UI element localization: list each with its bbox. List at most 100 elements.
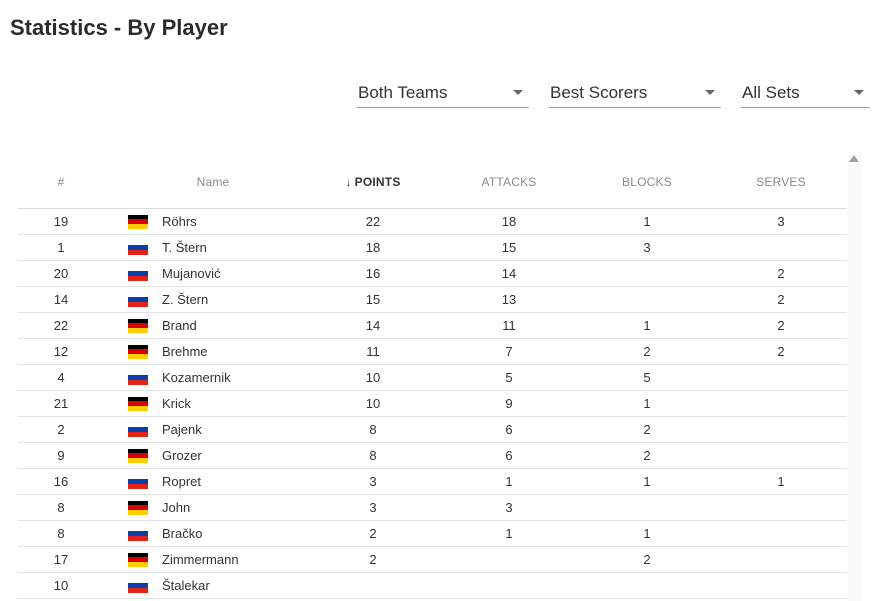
player-points: 18 (365, 240, 381, 255)
player-blocks: 1 (643, 396, 651, 411)
scroll-up-icon[interactable] (849, 155, 859, 162)
table-row[interactable]: 22 Brand 14 11 1 2 (18, 313, 847, 339)
column-header-points[interactable]: ↓ POINTS (318, 156, 428, 208)
player-name: Krick (162, 396, 191, 411)
table-row[interactable]: 4 Kozamernik 10 5 5 (18, 365, 847, 391)
chevron-down-icon (854, 90, 864, 95)
slovenia-flag-icon (128, 422, 148, 437)
slovenia-flag-icon (128, 474, 148, 489)
column-header-serves[interactable]: SERVES (756, 175, 806, 189)
player-blocks (592, 495, 702, 520)
scrollbar[interactable] (848, 152, 862, 601)
player-points: 16 (365, 266, 381, 281)
table-row[interactable]: 9 Grozer 8 6 2 (18, 443, 847, 469)
player-attacks: 15 (501, 240, 517, 255)
sets-filter-value: All Sets (742, 83, 800, 102)
player-attacks: 5 (505, 370, 513, 385)
player-points: 14 (365, 318, 381, 333)
player-points: 10 (365, 370, 381, 385)
table-row[interactable]: 20 Mujanović 16 14 2 (18, 261, 847, 287)
player-number: 21 (53, 396, 69, 411)
player-stats-table: # Name ↓ POINTS ATTACKS BLOCKS SERVES 19… (18, 156, 847, 599)
germany-flag-icon (128, 448, 148, 463)
player-number: 8 (57, 500, 65, 515)
team-filter-select[interactable]: Both Teams (357, 80, 529, 108)
player-number: 2 (57, 422, 65, 437)
player-attacks: 1 (505, 526, 513, 541)
table-row[interactable]: 1 T. Štern 18 15 3 (18, 235, 847, 261)
player-name: T. Štern (162, 240, 207, 255)
germany-flag-icon (128, 552, 148, 567)
column-header-name[interactable]: Name (196, 175, 230, 189)
germany-flag-icon (128, 396, 148, 411)
germany-flag-icon (128, 500, 148, 515)
player-number: 9 (57, 448, 65, 463)
player-name: Röhrs (162, 214, 197, 229)
sets-filter-select[interactable]: All Sets (741, 80, 870, 108)
player-number: 14 (53, 292, 69, 307)
player-number: 12 (53, 344, 69, 359)
player-number: 22 (53, 318, 69, 333)
table-header: # Name ↓ POINTS ATTACKS BLOCKS SERVES (18, 156, 847, 209)
flag-cell (126, 547, 150, 572)
column-header-number[interactable]: # (57, 175, 65, 189)
player-blocks: 1 (643, 318, 651, 333)
table-row[interactable]: 21 Krick 10 9 1 (18, 391, 847, 417)
table-row[interactable]: 2 Pajenk 8 6 2 (18, 417, 847, 443)
player-serves (726, 547, 836, 572)
slovenia-flag-icon (128, 266, 148, 281)
table-row[interactable]: 16 Ropret 3 1 1 1 (18, 469, 847, 495)
player-attacks (454, 547, 564, 572)
table-row[interactable]: 19 Röhrs 22 18 1 3 (18, 209, 847, 235)
player-number: 1 (57, 240, 65, 255)
player-points (318, 573, 428, 598)
flag-cell (126, 287, 150, 312)
slovenia-flag-icon (128, 292, 148, 307)
player-blocks (592, 261, 702, 286)
player-name: Brehme (162, 344, 208, 359)
player-points: 11 (366, 344, 380, 359)
player-serves: 1 (777, 474, 785, 489)
table-row[interactable]: 8 Bračko 2 1 1 (18, 521, 847, 547)
slovenia-flag-icon (128, 526, 148, 541)
player-name: Mujanović (162, 266, 221, 281)
player-points: 3 (369, 474, 377, 489)
player-serves (726, 391, 836, 416)
player-serves: 2 (777, 266, 785, 281)
player-number: 20 (53, 266, 69, 281)
table-row[interactable]: 14 Z. Štern 15 13 2 (18, 287, 847, 313)
table-row[interactable]: 12 Brehme 11 7 2 2 (18, 339, 847, 365)
player-attacks: 9 (505, 396, 513, 411)
flag-cell (126, 313, 150, 338)
player-serves (726, 417, 836, 442)
team-filter-value: Both Teams (358, 83, 448, 102)
player-number: 8 (57, 526, 65, 541)
player-attacks: 11 (502, 318, 516, 333)
column-header-blocks[interactable]: BLOCKS (622, 175, 672, 189)
player-attacks: 6 (505, 422, 513, 437)
table-row[interactable]: 10 Štalekar (18, 573, 847, 599)
table-row[interactable]: 8 John 3 3 (18, 495, 847, 521)
player-blocks: 3 (643, 240, 651, 255)
player-blocks: 5 (643, 370, 651, 385)
player-name: Pajenk (162, 422, 202, 437)
player-blocks (592, 573, 702, 598)
flag-cell (126, 209, 150, 234)
player-blocks (592, 287, 702, 312)
player-number: 16 (53, 474, 69, 489)
table-row[interactable]: 17 Zimmermann 2 2 (18, 547, 847, 573)
chevron-down-icon (705, 90, 715, 95)
column-header-attacks[interactable]: ATTACKS (481, 175, 537, 189)
sort-filter-select[interactable]: Best Scorers (549, 80, 721, 108)
player-name: Zimmermann (162, 552, 239, 567)
player-attacks: 18 (501, 214, 517, 229)
player-blocks: 2 (643, 344, 651, 359)
germany-flag-icon (128, 318, 148, 333)
player-points: 2 (369, 526, 377, 541)
player-name: Kozamernik (162, 370, 231, 385)
player-serves: 2 (777, 318, 785, 333)
sort-filter-value: Best Scorers (550, 83, 648, 102)
flag-cell (126, 443, 150, 468)
table-body: 19 Röhrs 22 18 1 3 1 T. Štern 18 15 3 20 Mujanović 16… (18, 209, 847, 599)
player-number: 10 (53, 578, 69, 593)
